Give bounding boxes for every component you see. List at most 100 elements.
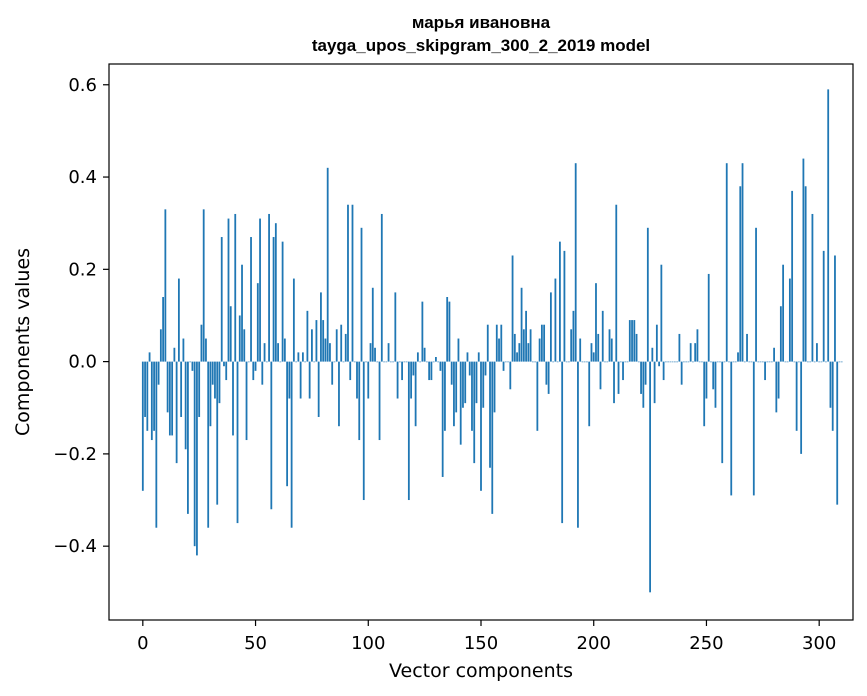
y-tick-label: −0.2 [53,444,97,465]
bar [459,361,462,445]
bar [232,361,234,436]
bar [493,361,496,413]
bar [450,361,453,385]
bar [536,361,539,431]
bar [211,361,214,385]
bar [265,361,268,363]
bar [601,310,604,362]
bar [543,324,546,362]
x-tick-label: 300 [802,633,836,654]
bar [256,283,259,362]
bar [153,361,155,431]
x-tick-label: 150 [464,633,498,654]
bar [836,361,839,505]
bar [164,209,167,362]
bar [752,361,755,496]
bar [509,361,512,390]
bar [218,361,221,404]
bar [802,158,805,362]
bar [664,361,667,363]
bar [795,361,798,431]
bar [696,329,699,362]
bar [182,338,185,362]
bar [250,237,252,362]
bar [428,361,431,381]
bar [703,361,706,427]
bar [631,320,633,362]
bar [243,329,246,362]
bar [599,361,602,390]
bar [673,361,676,363]
bar [326,167,329,362]
bar [261,361,264,385]
x-tick-label: 50 [244,633,267,654]
bar [268,213,270,362]
bar [820,361,823,363]
bar [592,352,595,362]
bar [773,347,775,362]
bar [216,361,219,505]
bar [270,361,273,510]
bar [646,227,649,362]
bar [155,361,158,528]
y-tick-label: 0.0 [68,352,97,373]
bar [448,301,451,362]
bar [385,361,388,363]
bar [698,361,701,363]
bar [529,329,532,362]
bar [714,361,717,408]
bar [658,361,661,367]
bar [689,343,692,362]
bar [301,352,304,362]
bar [610,338,613,362]
bar [277,343,279,362]
bar [150,361,153,441]
bar [159,329,162,362]
bar [615,204,618,362]
bar [225,361,228,381]
bar [775,361,778,413]
bar [710,361,712,363]
bar [807,361,809,363]
bar [333,361,336,363]
bar [577,361,579,528]
bar [583,361,586,363]
bar [383,361,385,363]
bar [209,361,212,427]
bar [527,343,530,362]
bar [676,361,679,363]
bar [522,329,525,362]
bar [340,324,343,362]
bar [378,361,381,441]
bar [380,213,383,362]
bar [227,218,230,362]
bar [635,333,638,362]
bar [392,361,394,363]
bar [707,273,710,362]
bar [579,338,582,362]
bar [590,343,593,362]
bar [793,361,796,363]
bar [480,361,482,491]
bar [516,352,518,362]
bar [207,361,210,528]
bar [834,255,836,362]
plot-area [141,89,843,593]
bar [838,361,841,363]
bar [396,361,399,399]
bar [274,223,277,362]
bar [238,315,241,362]
bar [259,218,261,362]
bar [491,361,494,514]
x-tick-label: 200 [577,633,611,654]
bar [840,361,843,363]
bar [471,361,473,431]
bar [500,324,503,362]
bar [315,320,318,362]
bar [534,361,537,363]
bar [671,361,674,363]
bar [748,361,751,363]
bar [175,361,178,464]
bar [588,361,591,427]
